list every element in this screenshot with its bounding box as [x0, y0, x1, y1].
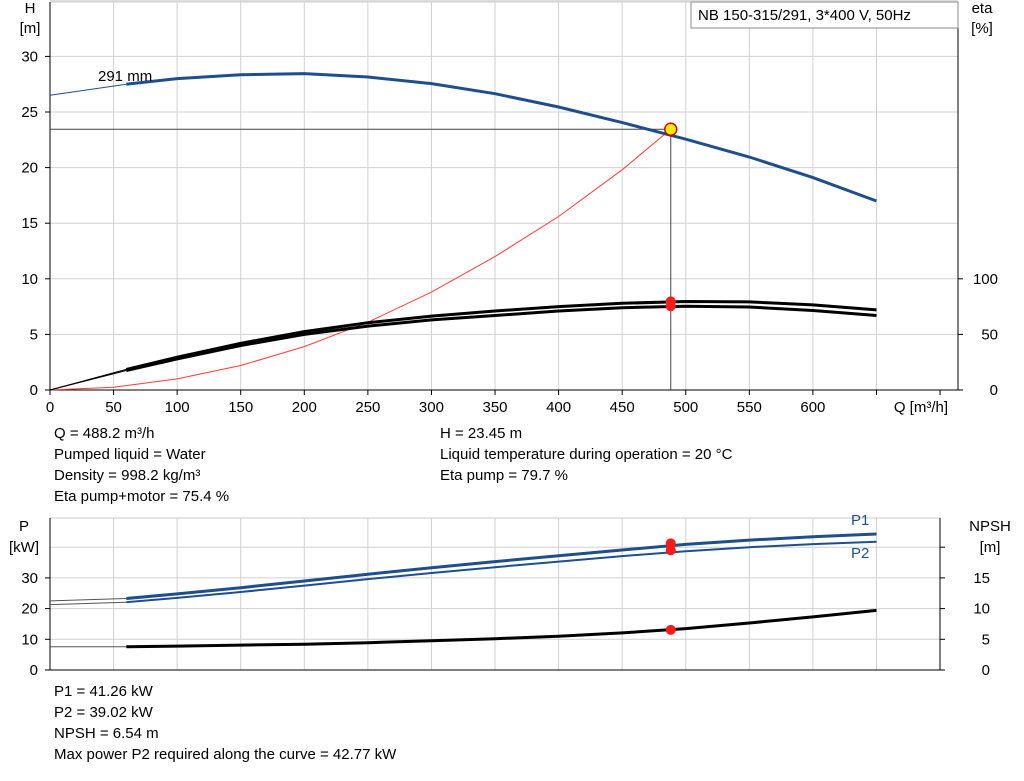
y-tick-label-right: 5 — [982, 631, 990, 648]
x-tick-label: 450 — [610, 399, 635, 416]
npsh-curve — [126, 608, 877, 649]
duty-point-marker — [663, 122, 678, 136]
p1-series-label: P1 — [851, 512, 869, 529]
head-curve — [126, 72, 878, 203]
info-bottom: P1 = 41.26 kW P2 = 39.02 kW NPSH = 6.54 … — [54, 681, 396, 765]
y-tick-label-left: 30 — [21, 570, 38, 587]
eta-total-readout: Eta pump+motor = 75.4 % — [54, 488, 230, 505]
p1-readout: P1 = 41.26 kW — [54, 683, 153, 700]
x-tick-label: 250 — [355, 399, 380, 416]
p2-series-label: P2 — [851, 545, 869, 562]
x-tick-label: 550 — [737, 399, 762, 416]
p2-readout: P2 = 39.02 kW — [54, 704, 153, 721]
eta_pump-curve — [125, 299, 877, 371]
p1-curve-extension — [49, 598, 127, 602]
x-tick-label: 500 — [673, 399, 698, 416]
x-tick-label: 100 — [165, 399, 190, 416]
x-tick-label: 600 — [800, 399, 825, 416]
eta-total-operating-marker — [665, 301, 676, 312]
title-box — [690, 1, 959, 29]
y-tick-label-left: 30 — [21, 48, 38, 65]
npsh-operating-marker — [665, 624, 676, 635]
y-axis-unit-right: [m] — [980, 539, 1001, 556]
y-tick-label-right: 10 — [973, 601, 990, 618]
y-tick-label-left: 20 — [21, 601, 38, 618]
head-chart: 0 50 100 150 200 250 300 350 400 450 500 550 600 Q [m… — [20, 0, 998, 416]
y-axis-title-left: H — [25, 0, 36, 17]
y-axis-title-left: P — [19, 518, 29, 535]
y-axis-unit-left: [m] — [20, 20, 41, 37]
impeller-diameter-label: 291 mm — [98, 68, 152, 85]
power-npsh-chart: 0 10 20 30 0 5 10 15 P [kW] NPSH [m] P1 P2 — [9, 512, 1011, 679]
y-tick-label-right: 50 — [981, 326, 998, 343]
x-tick-label: 50 — [105, 399, 122, 416]
p2-operating-marker — [665, 545, 676, 556]
info-right-top: H = 23.45 m Liquid temperature during op… — [440, 423, 732, 486]
y-tick-label-right: 100 — [973, 271, 998, 288]
x-tick-label: 400 — [546, 399, 571, 416]
y-axis-unit-left: [kW] — [9, 539, 39, 556]
y-tick-label-left: 10 — [21, 631, 38, 648]
y-tick-label-right: 15 — [973, 570, 990, 587]
y-tick-label-left: 5 — [30, 326, 38, 343]
y-axis-unit-right: [%] — [971, 20, 993, 37]
y-tick-label-left: 0 — [30, 662, 38, 679]
y-tick-label-right: 0 — [982, 662, 990, 679]
x-tick-label: 0 — [46, 399, 54, 416]
chart-title: NB 150-315/291, 3*400 V, 50Hz — [698, 7, 911, 24]
density-readout: Density = 998.2 kg/m³ — [54, 467, 201, 484]
p1-operating-marker — [665, 538, 676, 549]
y-tick-label-right: 0 — [990, 382, 998, 399]
x-tick-label: 350 — [483, 399, 508, 416]
x-axis-label: Q [m³/h] — [894, 399, 948, 416]
y-tick-label-left: 15 — [21, 215, 38, 232]
p1-curve — [126, 532, 877, 600]
x-tick-label: 200 — [292, 399, 317, 416]
y-tick-label-left: 10 — [21, 271, 38, 288]
y-tick-label-left: 20 — [21, 160, 38, 177]
eta_total-curve-extension — [49, 370, 127, 391]
eta-pump-readout: Eta pump = 79.7 % — [440, 467, 568, 484]
pumped-liquid-readout: Pumped liquid = Water — [54, 446, 206, 463]
x-tick-label: 300 — [419, 399, 444, 416]
temperature-readout: Liquid temperature during operation = 20… — [440, 446, 733, 463]
max-power-readout: Max power P2 required along the curve = … — [54, 746, 397, 763]
p2-curve-extension — [49, 601, 127, 606]
y-axis-title-right: NPSH — [969, 518, 1011, 535]
head-curve-extension — [49, 83, 127, 96]
y-tick-label-left: 25 — [21, 104, 38, 121]
x-tick-label: 150 — [228, 399, 253, 416]
eta_total-curve — [125, 304, 877, 372]
y-tick-label-left: 0 — [30, 382, 38, 399]
flow-readout: Q = 488.2 m³/h — [54, 425, 155, 442]
info-left-top: Q = 488.2 m³/h Pumped liquid = Water Den… — [54, 423, 229, 507]
npsh-readout: NPSH = 6.54 m — [54, 725, 159, 742]
head-readout: H = 23.45 m — [440, 425, 523, 442]
y-axis-title-right: eta — [972, 0, 994, 17]
p2-curve — [126, 540, 877, 604]
plot-area — [49, 1, 959, 391]
